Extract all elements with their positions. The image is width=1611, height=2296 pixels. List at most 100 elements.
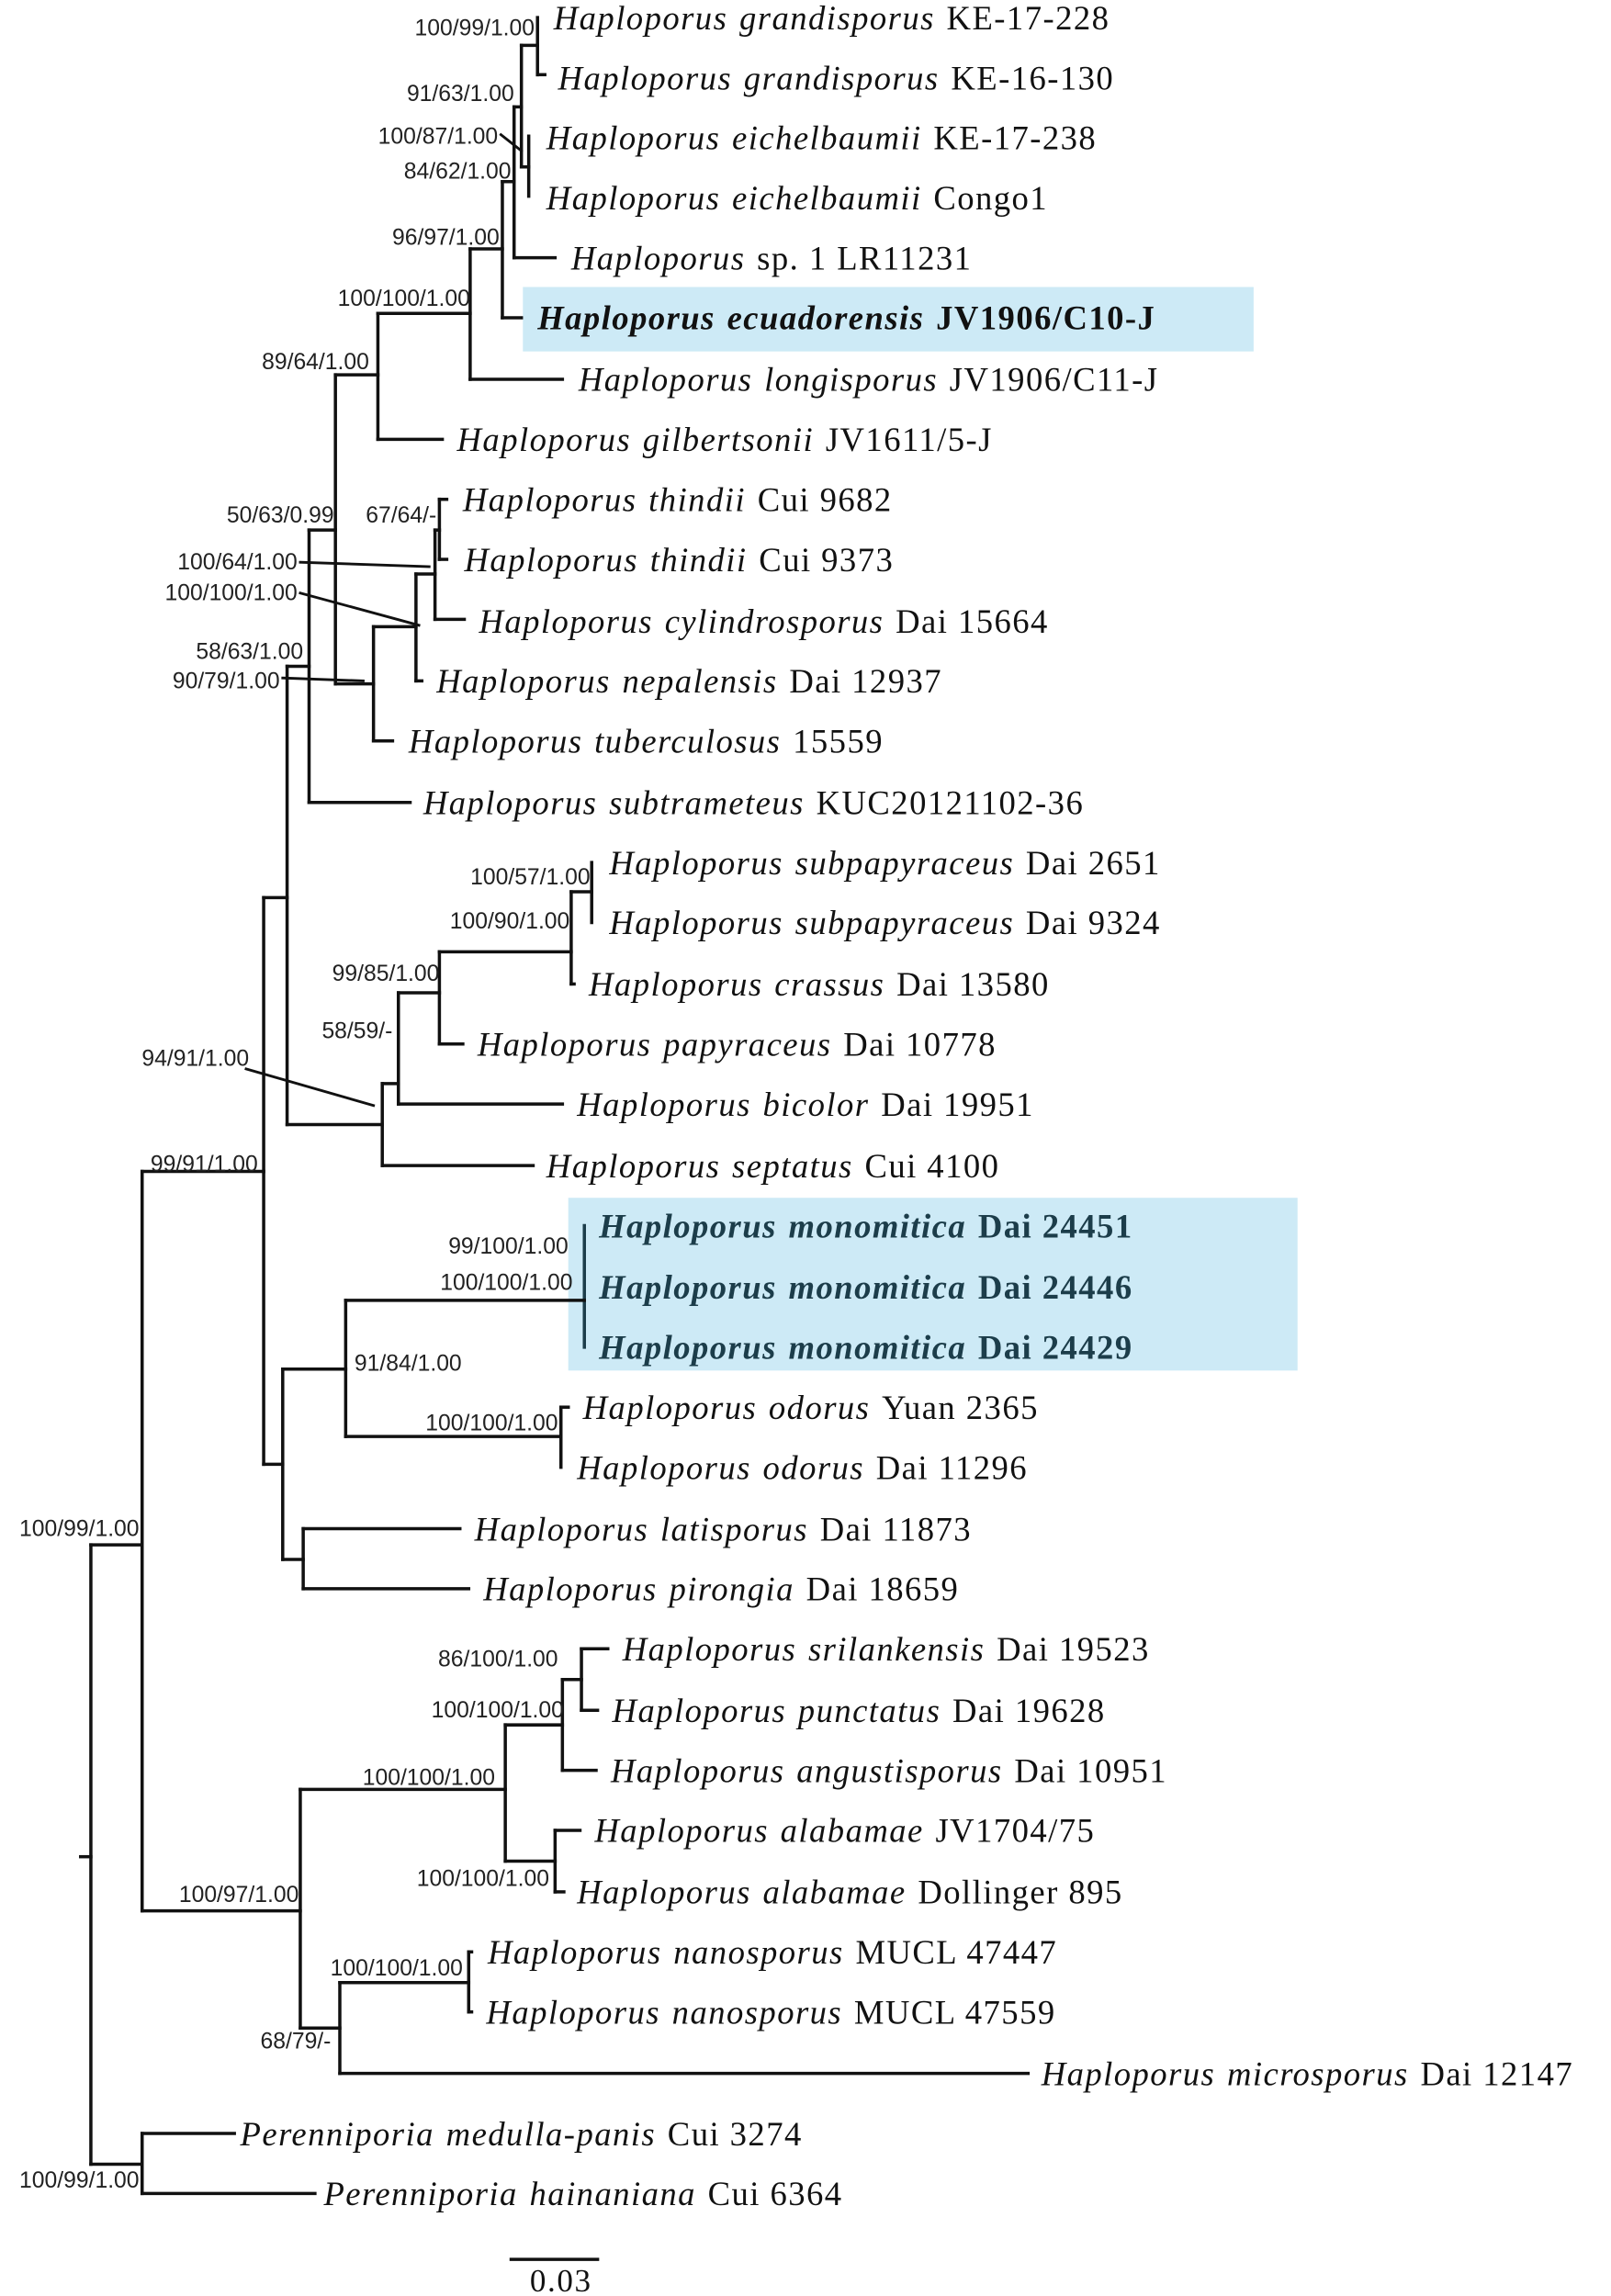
taxon-label: Perenniporia medulla-panis Cui 3274: [240, 2115, 803, 2153]
support-value: 100/100/1.00: [417, 1867, 549, 1892]
taxon-strain: Dai 13580: [896, 965, 1050, 1003]
scale-bar-label: 0.03: [530, 2263, 592, 2296]
taxon-epithet: alabamae: [763, 1874, 907, 1911]
taxon-label: Haploporus eichelbaumii KE-17-238: [546, 119, 1097, 157]
taxon-label: Perenniporia hainaniana Cui 6364: [322, 2175, 842, 2212]
taxon-genus: Haploporus: [558, 59, 733, 96]
taxon-epithet: monomitica: [789, 1329, 967, 1367]
taxon-genus: Haploporus: [546, 1147, 721, 1185]
support-value: 99/100/1.00: [448, 1234, 569, 1259]
taxon-strain: Congo1: [933, 179, 1048, 217]
support-value: 100/100/1.00: [363, 1766, 495, 1791]
support-value: 100/100/1.00: [425, 1412, 558, 1436]
taxon-label: Haploporus ecuadorensis JV1906/C10-J: [536, 299, 1155, 337]
taxon-label: Haploporus monomitica Dai 24446: [598, 1268, 1132, 1306]
support-value: 100/100/1.00: [338, 287, 470, 311]
support-value: 100/57/1.00: [470, 865, 591, 890]
taxon-label: Haploporus bicolor Dai 19951: [576, 1086, 1034, 1123]
taxon-label: Haploporus monomitica Dai 24451: [598, 1207, 1132, 1244]
support-value: 100/87/1.00: [378, 124, 499, 149]
taxon-label: Haploporus srilankensis Dai 19523: [622, 1630, 1150, 1668]
support-value: 100/99/1.00: [19, 1517, 140, 1542]
taxon-strain: Dai 9324: [1026, 904, 1161, 941]
taxon-strain: Dollinger 895: [918, 1874, 1122, 1911]
taxon-genus: Haploporus: [576, 1874, 751, 1911]
taxon-epithet: odorus: [769, 1389, 870, 1426]
taxon-label: Haploporus longisporus JV1906/C11-J: [578, 361, 1159, 399]
taxon-strain: 15559: [793, 723, 884, 760]
taxon-epithet: papyraceus: [660, 1026, 831, 1064]
taxon-label: Haploporus punctatus Dai 19628: [612, 1692, 1106, 1729]
taxon-genus: Haploporus: [474, 1510, 649, 1548]
scale-bar: 0.03: [509, 2257, 600, 2296]
taxon-strain: Dai 11873: [820, 1510, 972, 1548]
taxon-strain: MUCL 47559: [854, 1993, 1056, 2031]
support-value: 100/99/1.00: [19, 2168, 140, 2193]
taxon-label: Haploporus papyraceus Dai 10778: [477, 1026, 997, 1064]
support-value: 86/100/1.00: [438, 1647, 558, 1671]
taxon-label: Haploporus alabamae JV1704/75: [593, 1812, 1095, 1850]
taxon-label: Haploporus tuberculosus 15559: [408, 723, 884, 760]
support-value: 84/62/1.00: [404, 160, 512, 185]
taxon-genus: Haploporus: [464, 541, 639, 579]
taxon-genus: Haploporus: [576, 1086, 751, 1123]
taxon-label: Haploporus thindii Cui 9682: [462, 480, 893, 518]
support-value: 99/91/1.00: [151, 1153, 258, 1177]
taxon-epithet: longisporus: [764, 361, 938, 399]
support-value: 94/91/1.00: [141, 1047, 249, 1072]
support-pointer-line: [299, 591, 421, 627]
taxon-label: Haploporus pirongia Dai 18659: [482, 1570, 959, 1608]
taxon-epithet: eichelbaumii: [732, 119, 922, 157]
taxon-strain: KE-17-238: [933, 119, 1097, 157]
taxon-genus: Haploporus: [576, 1448, 751, 1486]
support-value: 96/97/1.00: [392, 225, 500, 250]
taxon-epithet: nepalensis: [622, 662, 777, 700]
taxon-genus: Haploporus: [482, 1570, 658, 1608]
taxon-epithet: tuberculosus: [594, 723, 781, 760]
support-value: 91/84/1.00: [355, 1351, 462, 1376]
taxon-label: Haploporus grandisporus KE-16-130: [558, 59, 1115, 96]
highlight-ecuadorensis: [523, 287, 1254, 352]
taxon-label: Haploporus odorus Yuan 2365: [582, 1389, 1039, 1426]
taxon-label: Haploporus gilbertsonii JV1611/5-J: [456, 421, 993, 458]
taxon-epithet: nanosporus: [672, 1993, 842, 2031]
support-pointers: [244, 132, 524, 1108]
taxon-epithet: ecuadorensis: [727, 299, 925, 337]
taxon-genus: Haploporus: [477, 1026, 652, 1064]
taxon-epithet: medulla-panis: [446, 2115, 656, 2153]
taxon-strain: Dai 12937: [789, 662, 942, 700]
taxon-strain: Dai 18659: [806, 1570, 960, 1608]
support-value: 100/100/1.00: [164, 581, 297, 606]
taxon-genus: Haploporus: [582, 1389, 758, 1426]
taxon-genus: Haploporus: [435, 662, 611, 700]
taxon-epithet: thindii: [650, 541, 748, 579]
support-value: 68/79/-: [260, 2030, 331, 2054]
taxon-strain: Yuan 2365: [882, 1389, 1039, 1426]
taxon-genus: Haploporus: [612, 1692, 787, 1729]
taxon-label: Haploporus thindii Cui 9373: [464, 541, 895, 579]
taxon-epithet: bicolor: [763, 1086, 870, 1123]
taxon-strain: sp. 1 LR11231: [757, 239, 972, 276]
support-value: 100/97/1.00: [179, 1883, 299, 1908]
taxon-genus: Haploporus: [546, 119, 721, 157]
support-value: 58/59/-: [321, 1019, 392, 1043]
taxon-genus: Perenniporia: [240, 2115, 434, 2153]
taxon-strain: KUC20121102-36: [817, 783, 1085, 821]
taxon-strain: Dai 11296: [876, 1448, 1028, 1486]
taxon-label: Haploporus subpapyraceus Dai 9324: [608, 904, 1160, 941]
support-pointer-line: [299, 560, 431, 568]
taxon-epithet: latisporus: [660, 1510, 808, 1548]
taxon-epithet: angustisporus: [796, 1751, 1002, 1789]
taxon-strain: Dai 24429: [978, 1329, 1133, 1367]
highlight-monomitica: [568, 1198, 1298, 1371]
taxon-epithet: microsporus: [1227, 2054, 1409, 2092]
taxon-genus: Haploporus: [598, 1207, 777, 1244]
taxon-label: Haploporus septatus Cui 4100: [546, 1147, 1000, 1185]
support-value: 58/63/1.00: [196, 639, 303, 664]
support-value: 100/90/1.00: [450, 909, 570, 934]
taxon-strain: Dai 24446: [978, 1268, 1133, 1306]
support-value: 100/100/1.00: [432, 1698, 564, 1723]
taxon-epithet: hainaniana: [530, 2175, 696, 2212]
taxon-epithet: crassus: [774, 965, 884, 1003]
